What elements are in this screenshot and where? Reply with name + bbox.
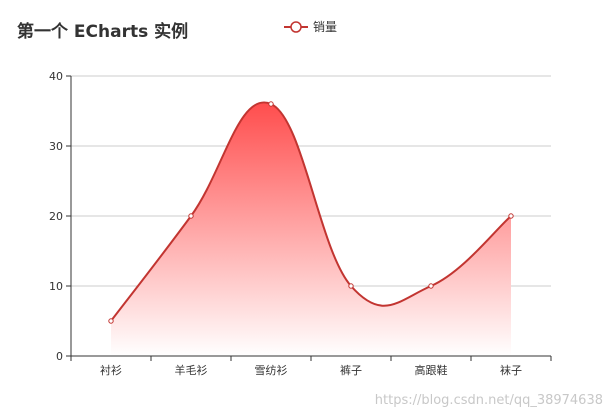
legend[interactable]: 销量 <box>284 20 337 34</box>
series-area <box>111 102 511 357</box>
x-tick-label: 袜子 <box>500 363 522 377</box>
chart-title: 第一个 ECharts 实例 <box>17 21 188 42</box>
x-tick-label: 裤子 <box>340 363 362 377</box>
data-points <box>108 101 514 324</box>
data-point[interactable] <box>508 213 514 219</box>
y-tick-label: 40 <box>49 70 63 83</box>
data-point[interactable] <box>428 283 434 289</box>
axes <box>66 75 552 361</box>
data-point[interactable] <box>108 318 114 324</box>
area-layer <box>111 102 511 357</box>
data-point[interactable] <box>188 213 194 219</box>
y-tick-label: 20 <box>49 210 63 223</box>
y-axis-labels: 0 10 20 30 40 <box>49 70 63 363</box>
y-tick-label: 0 <box>56 350 63 363</box>
legend-label: 销量 <box>313 20 337 34</box>
x-tick-label: 雪纺衫 <box>255 363 288 377</box>
y-tick-label: 30 <box>49 140 63 153</box>
x-tick-label: 高跟鞋 <box>415 363 448 377</box>
watermark: https://blog.csdn.net/qq_38974638 <box>375 393 603 408</box>
data-point[interactable] <box>348 283 354 289</box>
data-point[interactable] <box>268 101 274 107</box>
legend-marker-icon <box>290 21 302 33</box>
x-tick-label: 羊毛衫 <box>175 363 208 377</box>
x-tick-label: 衬衫 <box>100 364 122 377</box>
x-axis-labels: 衬衫 羊毛衫 雪纺衫 裤子 高跟鞋 袜子 <box>100 363 522 377</box>
y-tick-label: 10 <box>49 280 63 293</box>
